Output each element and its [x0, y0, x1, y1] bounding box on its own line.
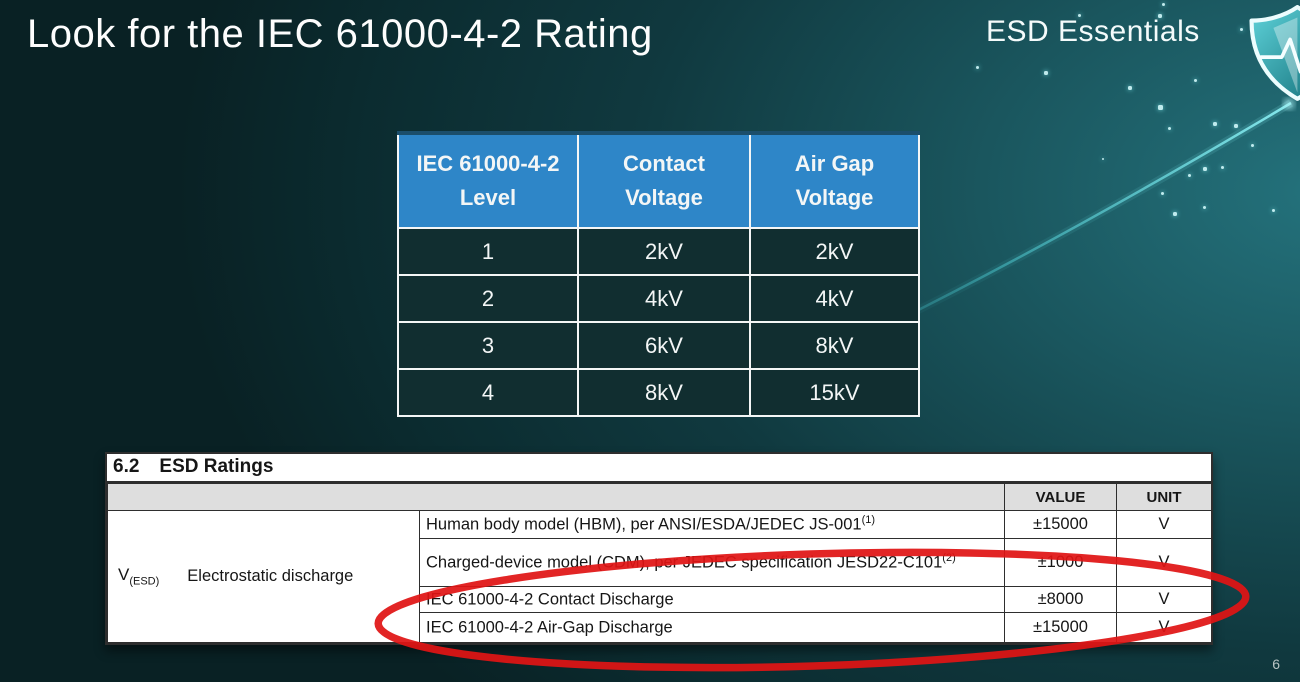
- brand-label: ESD Essentials: [986, 15, 1200, 48]
- level-cell: 2: [397, 274, 579, 323]
- description-cell: Charged-device model (CDM), per JEDEC sp…: [419, 538, 1005, 587]
- level-cell: 4: [397, 368, 579, 417]
- value-header: VALUE: [1004, 483, 1117, 511]
- unit-cell: V: [1116, 586, 1212, 613]
- unit-header: UNIT: [1116, 483, 1212, 511]
- unit-cell: V: [1116, 538, 1212, 587]
- page-number: 6: [1272, 656, 1280, 672]
- levels-row: 2 4kV 4kV: [397, 274, 920, 323]
- value-cell: ±15000: [1004, 612, 1117, 643]
- levels-row: 3 6kV 8kV: [397, 321, 920, 370]
- levels-header-contact: Contact Voltage: [577, 132, 751, 229]
- datasheet-section-heading: 6.2 ESD Ratings: [107, 454, 1211, 483]
- airgap-voltage-cell: 8kV: [749, 321, 920, 370]
- airgap-voltage-cell: 15kV: [749, 368, 920, 417]
- level-cell: 1: [397, 227, 579, 276]
- levels-header-row: IEC 61000-4-2 Level Contact Voltage Air …: [397, 132, 920, 229]
- description-cell: IEC 61000-4-2 Contact Discharge: [419, 586, 1005, 613]
- section-title: ESD Ratings: [159, 456, 274, 477]
- airgap-voltage-cell: 4kV: [749, 274, 920, 323]
- airgap-voltage-cell: 2kV: [749, 227, 920, 276]
- contact-voltage-cell: 2kV: [577, 227, 751, 276]
- levels-table: IEC 61000-4-2 Level Contact Voltage Air …: [397, 131, 920, 417]
- param-name: Electrostatic discharge: [187, 566, 354, 585]
- datasheet-panel: 6.2 ESD Ratings VALUE UNIT V(ESD) Electr…: [105, 452, 1213, 645]
- section-number: 6.2: [113, 456, 140, 477]
- value-cell: ±8000: [1004, 586, 1117, 613]
- levels-header-level: IEC 61000-4-2 Level: [397, 132, 579, 229]
- levels-row: 4 8kV 15kV: [397, 368, 920, 417]
- contact-voltage-cell: 4kV: [577, 274, 751, 323]
- parameter-cell: V(ESD) Electrostatic discharge: [107, 510, 420, 643]
- param-symbol: V(ESD): [118, 565, 160, 588]
- datasheet-table: VALUE UNIT V(ESD) Electrostatic discharg…: [107, 483, 1212, 643]
- unit-cell: V: [1116, 510, 1212, 539]
- levels-header-airgap: Air Gap Voltage: [749, 132, 920, 229]
- levels-row: 1 2kV 2kV: [397, 227, 920, 276]
- contact-voltage-cell: 8kV: [577, 368, 751, 417]
- value-cell: ±15000: [1004, 510, 1117, 539]
- level-cell: 3: [397, 321, 579, 370]
- slide-title: Look for the IEC 61000-4-2 Rating: [27, 12, 653, 56]
- datasheet-header-row: VALUE UNIT: [107, 483, 1212, 511]
- description-cell: Human body model (HBM), per ANSI/ESDA/JE…: [419, 510, 1005, 539]
- shield-pulse-icon: [1249, 5, 1300, 101]
- description-cell: IEC 61000-4-2 Air-Gap Discharge: [419, 612, 1005, 643]
- unit-cell: V: [1116, 612, 1212, 643]
- datasheet-header-empty: [107, 483, 1005, 511]
- contact-voltage-cell: 6kV: [577, 321, 751, 370]
- datasheet-row-hbm: V(ESD) Electrostatic discharge Human bod…: [107, 510, 1212, 643]
- value-cell: ±1000: [1004, 538, 1117, 587]
